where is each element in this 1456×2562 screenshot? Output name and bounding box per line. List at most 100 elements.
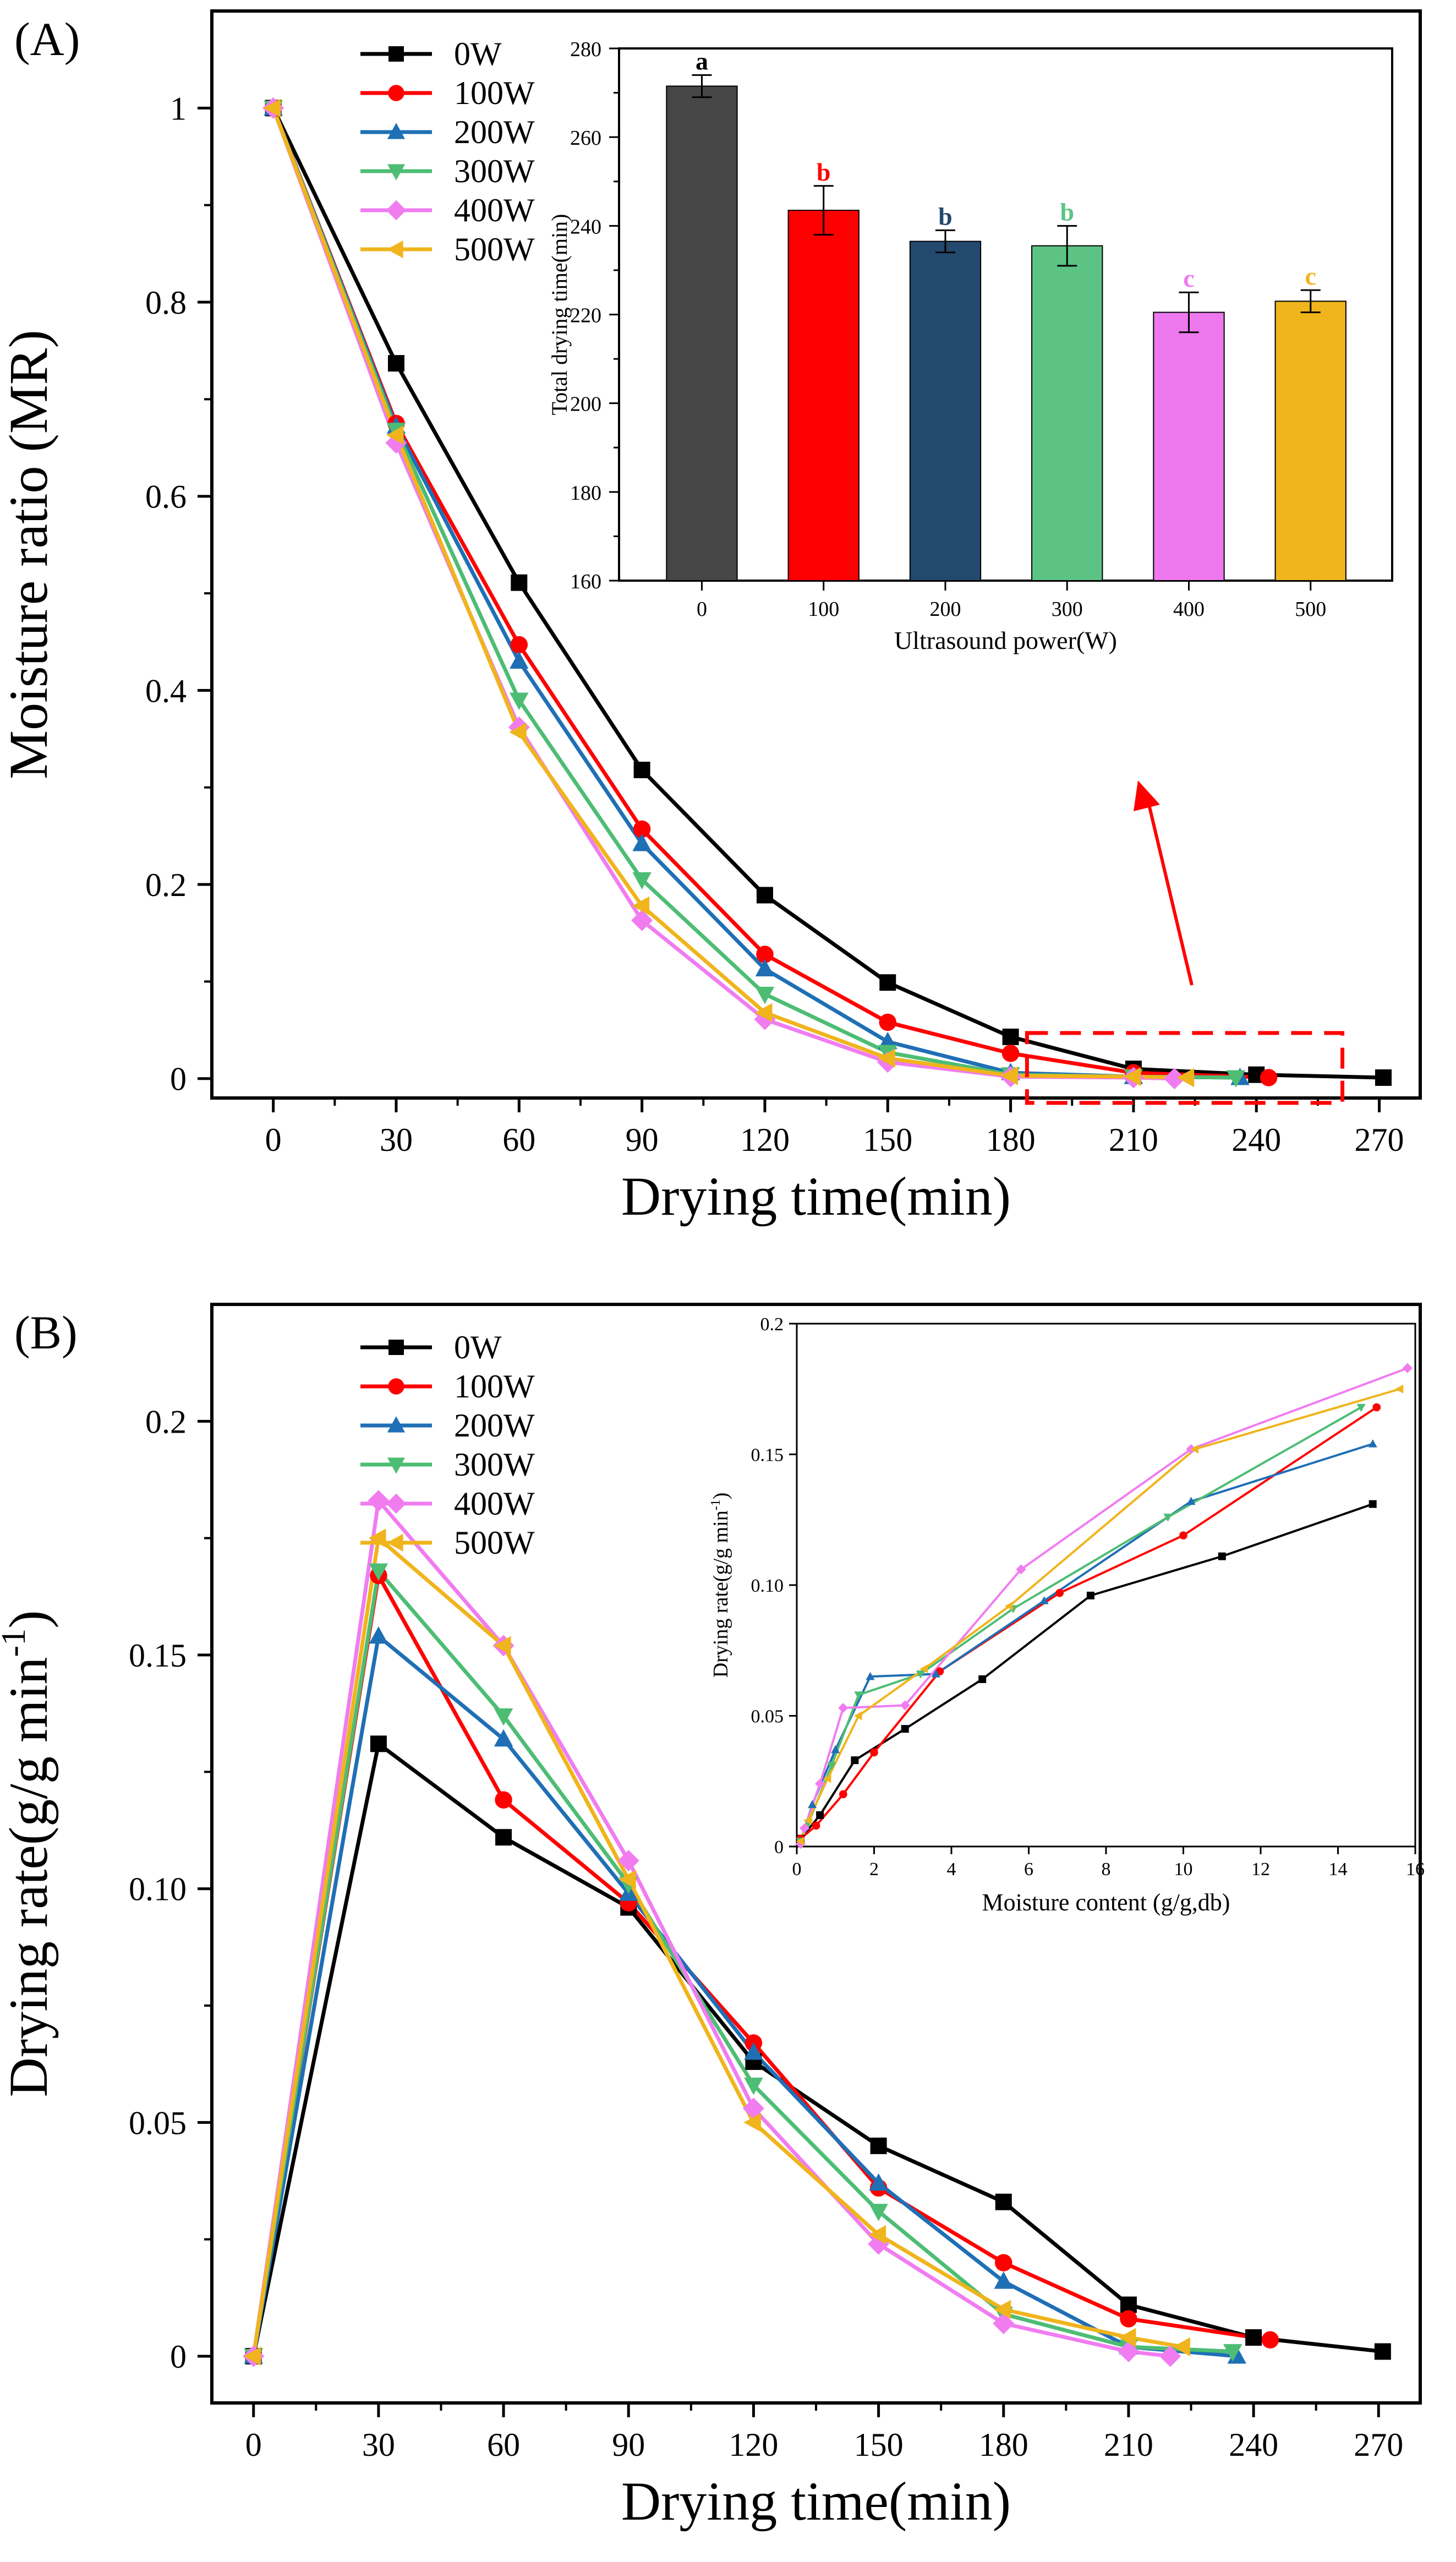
inset-b-point-100W — [870, 1748, 878, 1757]
panel-b-legend-marker-300W — [387, 1457, 406, 1474]
panel-b-legend-label-400W: 400W — [454, 1485, 535, 1522]
panel-a-point-0W — [511, 574, 528, 591]
inset-b-xtick-label: 6 — [1024, 1859, 1033, 1880]
panel-a-zoom-box — [1025, 1031, 1345, 1105]
inset-b-point-500W — [796, 1837, 804, 1846]
panel-b-plot-frame — [210, 1303, 1422, 2405]
panel-b-point-500W — [494, 1636, 511, 1656]
panel-a-legend-marker-300W — [387, 164, 406, 181]
panel-b-point-200W — [994, 2271, 1014, 2289]
panel-b-point-0W — [495, 1829, 512, 1846]
inset-b-point-0W — [1218, 1552, 1226, 1560]
inset-a-sig-letter-400: c — [1183, 264, 1194, 292]
inset-b-y-axis-label-sup: -1 — [709, 1499, 723, 1510]
inset-b-ytick-label: 0.15 — [751, 1445, 784, 1466]
inset-a-sig-letter-500: c — [1305, 262, 1316, 290]
panel-a-xtick-label: 120 — [740, 1122, 790, 1158]
panel-b-point-400W — [993, 2313, 1015, 2335]
panel-b-point-300W — [869, 2204, 888, 2221]
panel-a-legend-label-0W: 0W — [454, 36, 502, 72]
panel-b-point-0W — [370, 1735, 387, 1752]
inset-b-ytick-label: 0.05 — [751, 1707, 784, 1727]
panel-b-xtick-label: 150 — [854, 2427, 904, 2463]
panel-b-point-400W — [617, 1850, 639, 1872]
inset-b-point-400W — [900, 1700, 910, 1711]
panel-a-point-0W — [387, 355, 404, 372]
panel-b-ytick-label: 0.05 — [129, 2105, 187, 2141]
panel-a-point-300W — [1226, 1070, 1246, 1088]
panel-b-ytick-label: 0.15 — [129, 1637, 187, 1674]
inset-b-point-500W — [803, 1816, 812, 1825]
panel-b-point-400W — [1118, 2341, 1140, 2363]
panel-a-xtick-label: 180 — [986, 1122, 1036, 1158]
panel-b-point-500W — [743, 2113, 761, 2132]
panel-b: 0 30 60 90 120 150 180 210 240 27000.050.100.150.… — [0, 1303, 1425, 2532]
panel-b-point-300W — [494, 1708, 513, 1726]
inset-b-ytick-label: 0.2 — [760, 1314, 784, 1335]
inset-b-xtick-label: 12 — [1251, 1859, 1270, 1880]
panel-b-point-300W — [369, 1563, 388, 1581]
panel-a-plot-frame — [210, 9, 1422, 1100]
panel-b-point-200W — [494, 1729, 513, 1747]
panel-b-y-axis-label-sup: -1 — [0, 1629, 32, 1657]
inset-b-point-200W — [866, 1671, 875, 1680]
inset-b-point-500W — [919, 1664, 928, 1674]
panel-b-point-200W — [369, 1626, 388, 1644]
panel-a-label: (A) — [14, 13, 80, 65]
panel-b-point-500W — [868, 2225, 886, 2244]
panel-a-point-500W — [1176, 1068, 1195, 1088]
inset-b-series-line-500W — [800, 1387, 1400, 1842]
inset-b-point-0W — [851, 1756, 859, 1765]
inset-a-ytick-label: 280 — [570, 38, 601, 61]
inset-a-sig-letter-300: b — [1060, 198, 1074, 226]
panel-b-point-100W — [1261, 2331, 1279, 2349]
panel-b-point-100W — [1120, 2310, 1137, 2328]
inset-b-xtick-label: 2 — [869, 1859, 879, 1880]
panel-b-legend-marker-500W — [387, 1533, 403, 1552]
panel-a-point-200W — [510, 651, 529, 669]
panel-a-point-0W — [756, 887, 773, 904]
panel-b-xtick-label: 0 — [245, 2427, 262, 2463]
panel-b-point-400W — [1159, 2345, 1181, 2367]
panel-b-ytick-label: 0.2 — [145, 1403, 187, 1440]
panel-a-point-100W — [879, 1013, 897, 1031]
inset-b-point-400W — [815, 1778, 825, 1789]
panel-b-point-400W — [368, 1490, 390, 1512]
panel-a-xtick-label: 90 — [626, 1122, 659, 1158]
panel-a-point-0W — [1002, 1028, 1019, 1045]
panel-a-xtick-label: 60 — [502, 1122, 535, 1158]
panel-b-xtick-label: 210 — [1104, 2427, 1153, 2463]
panel-b-point-0W — [1374, 2343, 1391, 2360]
panel-a-point-300W — [510, 692, 529, 711]
inset-b-xtick-label: 4 — [947, 1859, 956, 1880]
inset-b-xtick-label: 0 — [792, 1859, 802, 1880]
panel-a-legend-marker-100W — [388, 85, 404, 101]
inset-a-bar-300 — [1031, 245, 1103, 581]
inset-a-bar-500 — [1274, 301, 1346, 581]
inset-b-point-0W — [1369, 1500, 1377, 1508]
inset-b-point-200W — [1039, 1596, 1049, 1604]
panel-a-xtick-label: 0 — [265, 1122, 282, 1158]
panel-b-ytick-label: 0 — [170, 2339, 187, 2375]
panel-a-point-300W — [755, 986, 775, 1004]
panel-b-series-line-100W — [251, 1574, 1271, 2357]
inset-b-point-500W — [1004, 1601, 1013, 1611]
inset-b-point-100W — [1179, 1531, 1187, 1540]
panel-a-legend-label-500W: 500W — [454, 231, 535, 267]
panel-b-legend-marker-0W — [388, 1340, 404, 1355]
inset-b-x-axis-label: Moisture content (g/g,db) — [982, 1889, 1230, 1916]
inset-a-sig-letter-0: a — [696, 47, 708, 75]
panel-a-arrow-shaft — [1147, 804, 1194, 986]
inset-b-series-line-400W — [800, 1367, 1408, 1844]
panel-a-legend-marker-200W — [387, 123, 406, 139]
inset-b-point-400W — [1016, 1564, 1026, 1575]
inset-b-point-300W — [1356, 1403, 1366, 1412]
panel-b-legend-label-300W: 300W — [454, 1446, 535, 1483]
panel-b-xtick-label: 120 — [729, 2427, 778, 2463]
panel-b-point-400W — [742, 2097, 764, 2119]
panel-a-point-500W — [509, 722, 527, 742]
panel-b-legend-marker-200W — [387, 1416, 406, 1433]
panel-a-point-100W — [510, 636, 528, 654]
panel-b-point-200W — [744, 2042, 763, 2060]
